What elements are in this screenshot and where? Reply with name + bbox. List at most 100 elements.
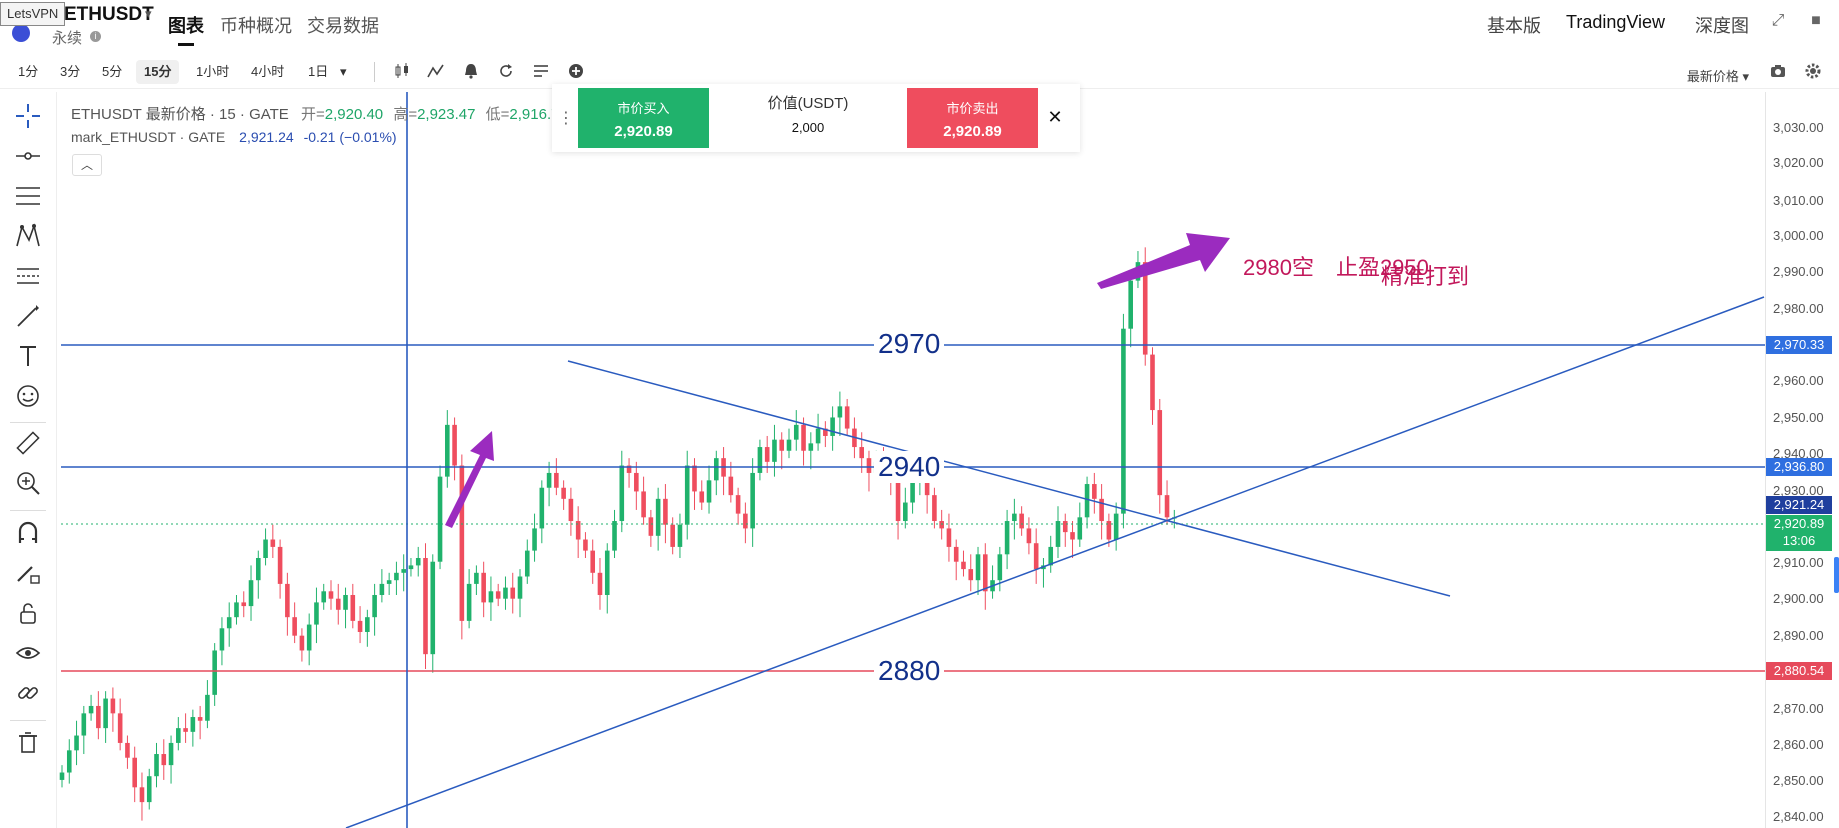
candle-body [1142,262,1148,355]
add-compare-icon[interactable] [566,62,586,82]
tab-trading-data[interactable]: 交易数据 [307,16,379,36]
axis-tick: 2,870.00 [1773,701,1824,716]
alert-icon[interactable] [461,62,481,82]
chevron-down-icon[interactable]: ▾ [145,6,152,21]
candle-body [837,406,843,418]
horizontal-lines-icon[interactable] [12,182,44,214]
axis-tick: 3,030.00 [1773,120,1824,135]
candle-body [154,754,159,777]
vpn-badge: LetsVPN [0,2,66,26]
indicators-icon[interactable] [426,62,446,82]
candle-body [401,569,406,573]
candle-body [612,521,617,551]
drag-handle-icon[interactable]: ⋮ [558,110,574,127]
candle-body [423,558,428,655]
trash-icon[interactable] [12,729,44,761]
magnet-icon[interactable] [12,519,44,551]
top-header: ETHUSDT ▾ 永续 i LetsVPN 图表 币种概况 交易数据 基本版 … [0,0,1839,47]
interval-3m[interactable]: 3分 [60,64,81,79]
candle-body [895,480,901,522]
candle-body [1004,521,1010,555]
fibonacci-icon[interactable] [12,262,44,294]
market-sell-button[interactable]: 市价卖出 2,920.89 [907,88,1038,148]
candle-body [343,594,348,610]
zoom-in-icon[interactable] [12,469,44,501]
candle-body [604,550,610,595]
candle-body [1164,495,1170,518]
value-label: 价值(USDT) [767,95,849,112]
axis-tick: 2,910.00 [1773,555,1824,570]
candle-body [699,491,705,503]
active-tab-indicator [178,43,194,46]
interval-dropdown-icon[interactable]: ▾ [340,64,347,79]
view-basic-link[interactable]: 基本版 [1487,16,1541,36]
interval-1h[interactable]: 1小时 [196,64,230,79]
unlock-icon[interactable] [12,599,44,631]
axis-tick: 2,960.00 [1773,373,1824,388]
replay-icon[interactable] [496,62,516,82]
candle-body [641,491,646,518]
interval-1m[interactable]: 1分 [18,64,39,79]
stop-icon[interactable]: ■ [1811,12,1821,29]
candle-body [190,717,196,732]
legend-collapse-button[interactable]: ︿ [72,154,102,176]
candle-body [619,465,625,522]
info-icon[interactable]: i [90,31,101,42]
axis-scroll-handle[interactable] [1834,557,1839,593]
candle-body [568,498,574,522]
market-buy-button[interactable]: 市价买入 2,920.89 [578,88,709,148]
emoji-icon[interactable] [12,382,44,414]
candle-type-icon[interactable] [392,62,412,82]
candle-body [517,576,523,599]
interval-15m[interactable]: 15分 [136,60,180,84]
chart-legend-main: ETHUSDT 最新价格 · 15 · GATE 开=2,920.40 高=2,… [71,103,559,124]
candle-body [365,617,370,632]
candle-body [750,472,755,529]
settings-gear-icon[interactable] [1803,62,1823,82]
lock-drawing-pencil-icon[interactable] [12,559,44,591]
candle-body [1077,517,1083,540]
price-chart[interactable] [56,92,1839,828]
tab-coin-overview[interactable]: 币种概况 [220,16,292,36]
candle-body [299,635,305,651]
ruler-icon[interactable] [12,429,44,461]
candle-body [452,424,457,466]
pattern-icon[interactable] [12,222,44,254]
interval-4h[interactable]: 4小时 [251,64,285,79]
brush-icon[interactable] [12,302,44,334]
candle-body [779,439,785,451]
trend-line-icon[interactable] [12,142,44,174]
view-depth-link[interactable]: 深度图 [1695,16,1749,36]
legend-symbol: ETHUSDT 最新价格 · 15 · GATE [71,106,289,123]
candle-body [946,528,952,547]
text-tool-icon[interactable] [12,342,44,374]
link-icon[interactable] [12,679,44,711]
level-label-2940: 2940 [874,451,945,483]
eye-icon[interactable] [12,639,44,671]
candle-body [1055,521,1061,547]
axis-tick: 3,020.00 [1773,155,1824,170]
fullscreen-icon[interactable]: ⤢ [1771,12,1785,29]
camera-icon[interactable] [1768,62,1788,82]
candle-body [161,754,167,766]
view-tradingview-link[interactable]: TradingView [1566,12,1666,32]
axis-tick: 2,990.00 [1773,264,1824,279]
tab-chart[interactable]: 图表 [168,16,204,36]
candle-body [626,465,632,473]
candle-body [117,713,123,743]
price-type-select[interactable]: 最新价格 ▾ [1686,69,1749,84]
candle-body [692,465,697,492]
close-icon[interactable]: ✕ [1047,107,1063,127]
interval-1d[interactable]: 1日 [308,64,329,79]
price-tag-mark: 2,921.24 [1766,496,1832,514]
crosshair-icon[interactable] [12,102,44,134]
candle-body [292,617,297,636]
interval-5m[interactable]: 5分 [102,64,123,79]
drawing-toolbar [0,92,57,828]
templates-icon[interactable] [531,62,551,82]
candle-body [903,502,908,522]
value-input[interactable]: 2,000 [791,120,825,135]
candle-body [1106,521,1112,540]
symbol-name[interactable]: ETHUSDT [64,4,154,25]
candle-body [321,591,327,603]
